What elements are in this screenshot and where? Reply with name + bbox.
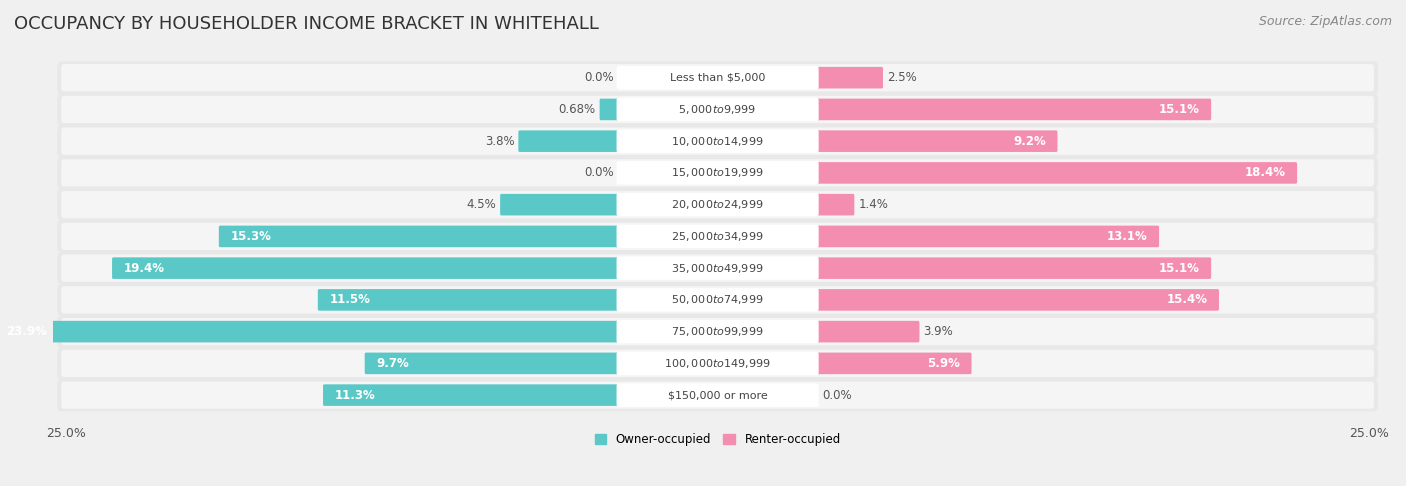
Text: $5,000 to $9,999: $5,000 to $9,999	[679, 103, 756, 116]
Text: 0.0%: 0.0%	[583, 166, 613, 179]
FancyBboxPatch shape	[112, 258, 620, 279]
FancyBboxPatch shape	[62, 286, 1374, 313]
FancyBboxPatch shape	[62, 64, 1374, 91]
Text: 3.8%: 3.8%	[485, 135, 515, 148]
FancyBboxPatch shape	[815, 258, 1211, 279]
FancyBboxPatch shape	[58, 252, 1378, 284]
FancyBboxPatch shape	[58, 220, 1378, 253]
FancyBboxPatch shape	[364, 352, 620, 374]
FancyBboxPatch shape	[58, 284, 1378, 316]
Text: 1.4%: 1.4%	[858, 198, 889, 211]
Text: 0.0%: 0.0%	[583, 71, 613, 84]
Text: 5.9%: 5.9%	[927, 357, 960, 370]
FancyBboxPatch shape	[617, 257, 818, 280]
FancyBboxPatch shape	[617, 66, 818, 89]
Text: 15.4%: 15.4%	[1166, 294, 1208, 306]
FancyBboxPatch shape	[62, 191, 1374, 218]
FancyBboxPatch shape	[617, 320, 818, 344]
FancyBboxPatch shape	[0, 321, 620, 343]
Text: 15.1%: 15.1%	[1159, 103, 1199, 116]
Text: $20,000 to $24,999: $20,000 to $24,999	[671, 198, 763, 211]
FancyBboxPatch shape	[58, 125, 1378, 157]
FancyBboxPatch shape	[62, 96, 1374, 123]
FancyBboxPatch shape	[617, 383, 818, 407]
FancyBboxPatch shape	[58, 189, 1378, 221]
Text: 9.7%: 9.7%	[377, 357, 409, 370]
Text: $10,000 to $14,999: $10,000 to $14,999	[671, 135, 763, 148]
FancyBboxPatch shape	[617, 129, 818, 153]
FancyBboxPatch shape	[58, 62, 1378, 94]
Text: $75,000 to $99,999: $75,000 to $99,999	[671, 325, 763, 338]
FancyBboxPatch shape	[617, 288, 818, 312]
Text: $35,000 to $49,999: $35,000 to $49,999	[671, 261, 763, 275]
FancyBboxPatch shape	[617, 98, 818, 121]
FancyBboxPatch shape	[617, 193, 818, 216]
Legend: Owner-occupied, Renter-occupied: Owner-occupied, Renter-occupied	[595, 433, 841, 446]
FancyBboxPatch shape	[62, 255, 1374, 282]
FancyBboxPatch shape	[62, 127, 1374, 155]
FancyBboxPatch shape	[58, 156, 1378, 189]
FancyBboxPatch shape	[318, 289, 620, 311]
Text: 9.2%: 9.2%	[1012, 135, 1046, 148]
FancyBboxPatch shape	[815, 130, 1057, 152]
FancyBboxPatch shape	[617, 352, 818, 375]
FancyBboxPatch shape	[815, 352, 972, 374]
Text: 4.5%: 4.5%	[467, 198, 496, 211]
Text: 15.1%: 15.1%	[1159, 261, 1199, 275]
Text: Less than $5,000: Less than $5,000	[669, 73, 765, 83]
Text: 0.68%: 0.68%	[558, 103, 596, 116]
FancyBboxPatch shape	[62, 223, 1374, 250]
Text: 19.4%: 19.4%	[124, 261, 165, 275]
Text: 2.5%: 2.5%	[887, 71, 917, 84]
FancyBboxPatch shape	[62, 318, 1374, 345]
Text: 15.3%: 15.3%	[231, 230, 271, 243]
FancyBboxPatch shape	[617, 161, 818, 185]
Text: 0.0%: 0.0%	[821, 389, 852, 401]
FancyBboxPatch shape	[58, 347, 1378, 380]
Text: $150,000 or more: $150,000 or more	[668, 390, 768, 400]
FancyBboxPatch shape	[58, 315, 1378, 348]
FancyBboxPatch shape	[62, 382, 1374, 409]
FancyBboxPatch shape	[815, 99, 1211, 120]
Text: Source: ZipAtlas.com: Source: ZipAtlas.com	[1258, 15, 1392, 28]
FancyBboxPatch shape	[219, 226, 620, 247]
Text: 3.9%: 3.9%	[924, 325, 953, 338]
Text: 18.4%: 18.4%	[1244, 166, 1285, 179]
FancyBboxPatch shape	[815, 289, 1219, 311]
Text: $15,000 to $19,999: $15,000 to $19,999	[671, 166, 763, 179]
FancyBboxPatch shape	[815, 162, 1298, 184]
FancyBboxPatch shape	[815, 226, 1159, 247]
FancyBboxPatch shape	[815, 67, 883, 88]
Text: $50,000 to $74,999: $50,000 to $74,999	[671, 294, 763, 306]
FancyBboxPatch shape	[501, 194, 620, 215]
FancyBboxPatch shape	[58, 93, 1378, 125]
FancyBboxPatch shape	[519, 130, 620, 152]
Text: $100,000 to $149,999: $100,000 to $149,999	[664, 357, 770, 370]
Text: 11.5%: 11.5%	[329, 294, 370, 306]
Text: 11.3%: 11.3%	[335, 389, 375, 401]
FancyBboxPatch shape	[617, 225, 818, 248]
FancyBboxPatch shape	[815, 194, 855, 215]
Text: 13.1%: 13.1%	[1107, 230, 1147, 243]
FancyBboxPatch shape	[323, 384, 620, 406]
FancyBboxPatch shape	[599, 99, 620, 120]
FancyBboxPatch shape	[62, 350, 1374, 377]
FancyBboxPatch shape	[62, 159, 1374, 187]
FancyBboxPatch shape	[58, 379, 1378, 411]
FancyBboxPatch shape	[815, 321, 920, 343]
Text: OCCUPANCY BY HOUSEHOLDER INCOME BRACKET IN WHITEHALL: OCCUPANCY BY HOUSEHOLDER INCOME BRACKET …	[14, 15, 599, 33]
Text: $25,000 to $34,999: $25,000 to $34,999	[671, 230, 763, 243]
Text: 23.9%: 23.9%	[7, 325, 48, 338]
